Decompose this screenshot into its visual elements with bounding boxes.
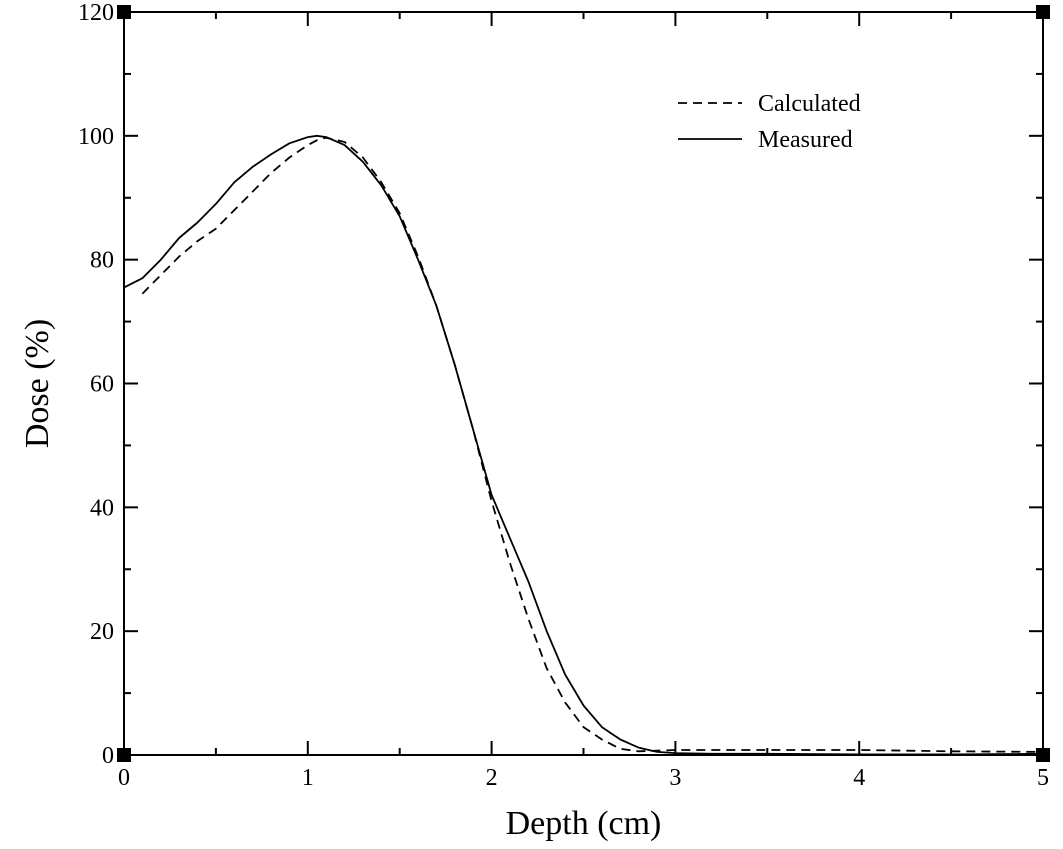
- corner-markers: [117, 5, 1050, 762]
- corner-marker: [117, 748, 131, 762]
- axis-tick-labels: 0 1 2 3 4 5 0 20 40 60 80 100 120: [78, 0, 1049, 791]
- corner-marker: [1036, 748, 1050, 762]
- y-tick-label: 20: [90, 619, 114, 645]
- x-tick-label: 0: [118, 765, 130, 791]
- y-tick-label: 80: [90, 248, 114, 274]
- x-tick-label: 5: [1037, 765, 1049, 791]
- series-lines: [123, 134, 1044, 756]
- x-tick-label: 2: [486, 765, 498, 791]
- x-tick-label: 4: [853, 765, 865, 791]
- y-tick-label: 0: [102, 743, 114, 769]
- legend-label-measured: Measured: [758, 127, 853, 153]
- axis-ticks: [123, 11, 1044, 756]
- x-tick-label: 3: [669, 765, 681, 791]
- corner-marker: [117, 5, 131, 19]
- y-tick-label: 40: [90, 495, 114, 521]
- series-line-calculated: [141, 136, 1044, 753]
- plot-frame: [123, 11, 1044, 756]
- x-axis-title: Depth (cm): [506, 805, 662, 842]
- legend: Calculated Measured: [678, 91, 861, 153]
- y-tick-label: 60: [90, 372, 114, 398]
- y-tick-label: 100: [78, 124, 114, 150]
- series-line-measured: [123, 134, 1044, 756]
- y-axis-title: Dose (%): [19, 319, 56, 448]
- legend-label-calculated: Calculated: [758, 91, 861, 117]
- corner-marker: [1036, 5, 1050, 19]
- y-tick-label: 120: [78, 0, 114, 26]
- x-tick-label: 1: [302, 765, 314, 791]
